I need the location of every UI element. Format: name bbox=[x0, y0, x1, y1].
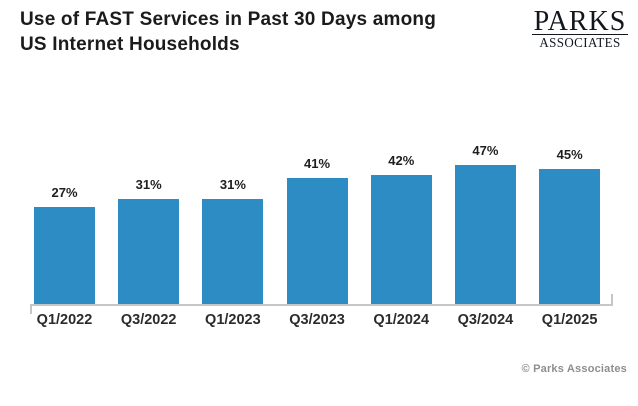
bar-group: 31% bbox=[118, 133, 202, 305]
x-axis-label-slot: Q3/2022 bbox=[118, 312, 202, 334]
bar-q3-2023 bbox=[286, 178, 348, 305]
bar-value-label: 31% bbox=[219, 177, 246, 192]
x-axis-line bbox=[30, 304, 613, 306]
chart-title: Use of FAST Services in Past 30 Days amo… bbox=[20, 7, 436, 57]
bar-chart: 27% 31% 31% 41% 42% 47% 45% bbox=[34, 133, 623, 305]
x-axis-label: Q1/2024 bbox=[373, 312, 430, 328]
chart-title-line1: Use of FAST Services in Past 30 Days amo… bbox=[20, 9, 437, 30]
bar-group: 47% bbox=[454, 133, 539, 305]
bar-group: 42% bbox=[370, 133, 455, 305]
bar-group: 31% bbox=[202, 133, 286, 305]
copyright-note: © Parks Associates bbox=[521, 363, 627, 375]
bar-value-label: 42% bbox=[388, 153, 415, 168]
x-axis-label: Q1/2025 bbox=[541, 312, 598, 328]
x-axis-label-slot: Q3/2024 bbox=[455, 312, 539, 334]
bar-q1-2025 bbox=[539, 169, 601, 305]
bar-value-label: 41% bbox=[304, 156, 331, 171]
x-axis-label: Q3/2023 bbox=[289, 312, 345, 328]
bar-q1-2023 bbox=[202, 199, 264, 305]
x-axis-label: Q3/2022 bbox=[120, 312, 177, 328]
bar-group: 45% bbox=[539, 133, 623, 305]
logo-divider bbox=[532, 34, 628, 35]
bar-value-label: 31% bbox=[135, 177, 162, 192]
bar-value-label: 45% bbox=[556, 147, 583, 162]
logo-parks-text: PARKS bbox=[533, 6, 627, 37]
bar-q1-2024 bbox=[370, 175, 432, 305]
bar-value-label: 47% bbox=[472, 143, 499, 158]
bar-group: 41% bbox=[286, 133, 371, 305]
parks-associates-logo: PARKS ASSOCIATES bbox=[529, 6, 631, 51]
bar-q3-2024 bbox=[454, 165, 516, 305]
x-axis-label-slot: Q3/2023 bbox=[287, 312, 371, 334]
x-axis-right-end-tick bbox=[611, 294, 613, 306]
x-axis-label: Q3/2024 bbox=[457, 312, 514, 328]
x-axis-label-slot: Q1/2023 bbox=[202, 312, 286, 334]
x-axis-left-end-tick bbox=[30, 304, 32, 314]
bar-value-label: 27% bbox=[51, 185, 78, 200]
bar-q3-2022 bbox=[118, 199, 180, 305]
x-axis-label-slot: Q1/2022 bbox=[34, 312, 118, 334]
bar-q1-2022 bbox=[34, 207, 95, 305]
chart-title-line2: US Internet Households bbox=[20, 34, 240, 55]
logo-associates-text: ASSOCIATES bbox=[539, 34, 621, 51]
x-axis-label-slot: Q1/2025 bbox=[539, 312, 623, 334]
x-axis-labels: Q1/2022 Q3/2022 Q1/2023 Q3/2023 Q1/2024 … bbox=[34, 312, 623, 334]
x-axis-label-slot: Q1/2024 bbox=[371, 312, 455, 334]
x-axis-label: Q1/2022 bbox=[36, 312, 93, 328]
bar-group: 27% bbox=[34, 133, 118, 305]
x-axis-label: Q1/2023 bbox=[205, 312, 261, 328]
